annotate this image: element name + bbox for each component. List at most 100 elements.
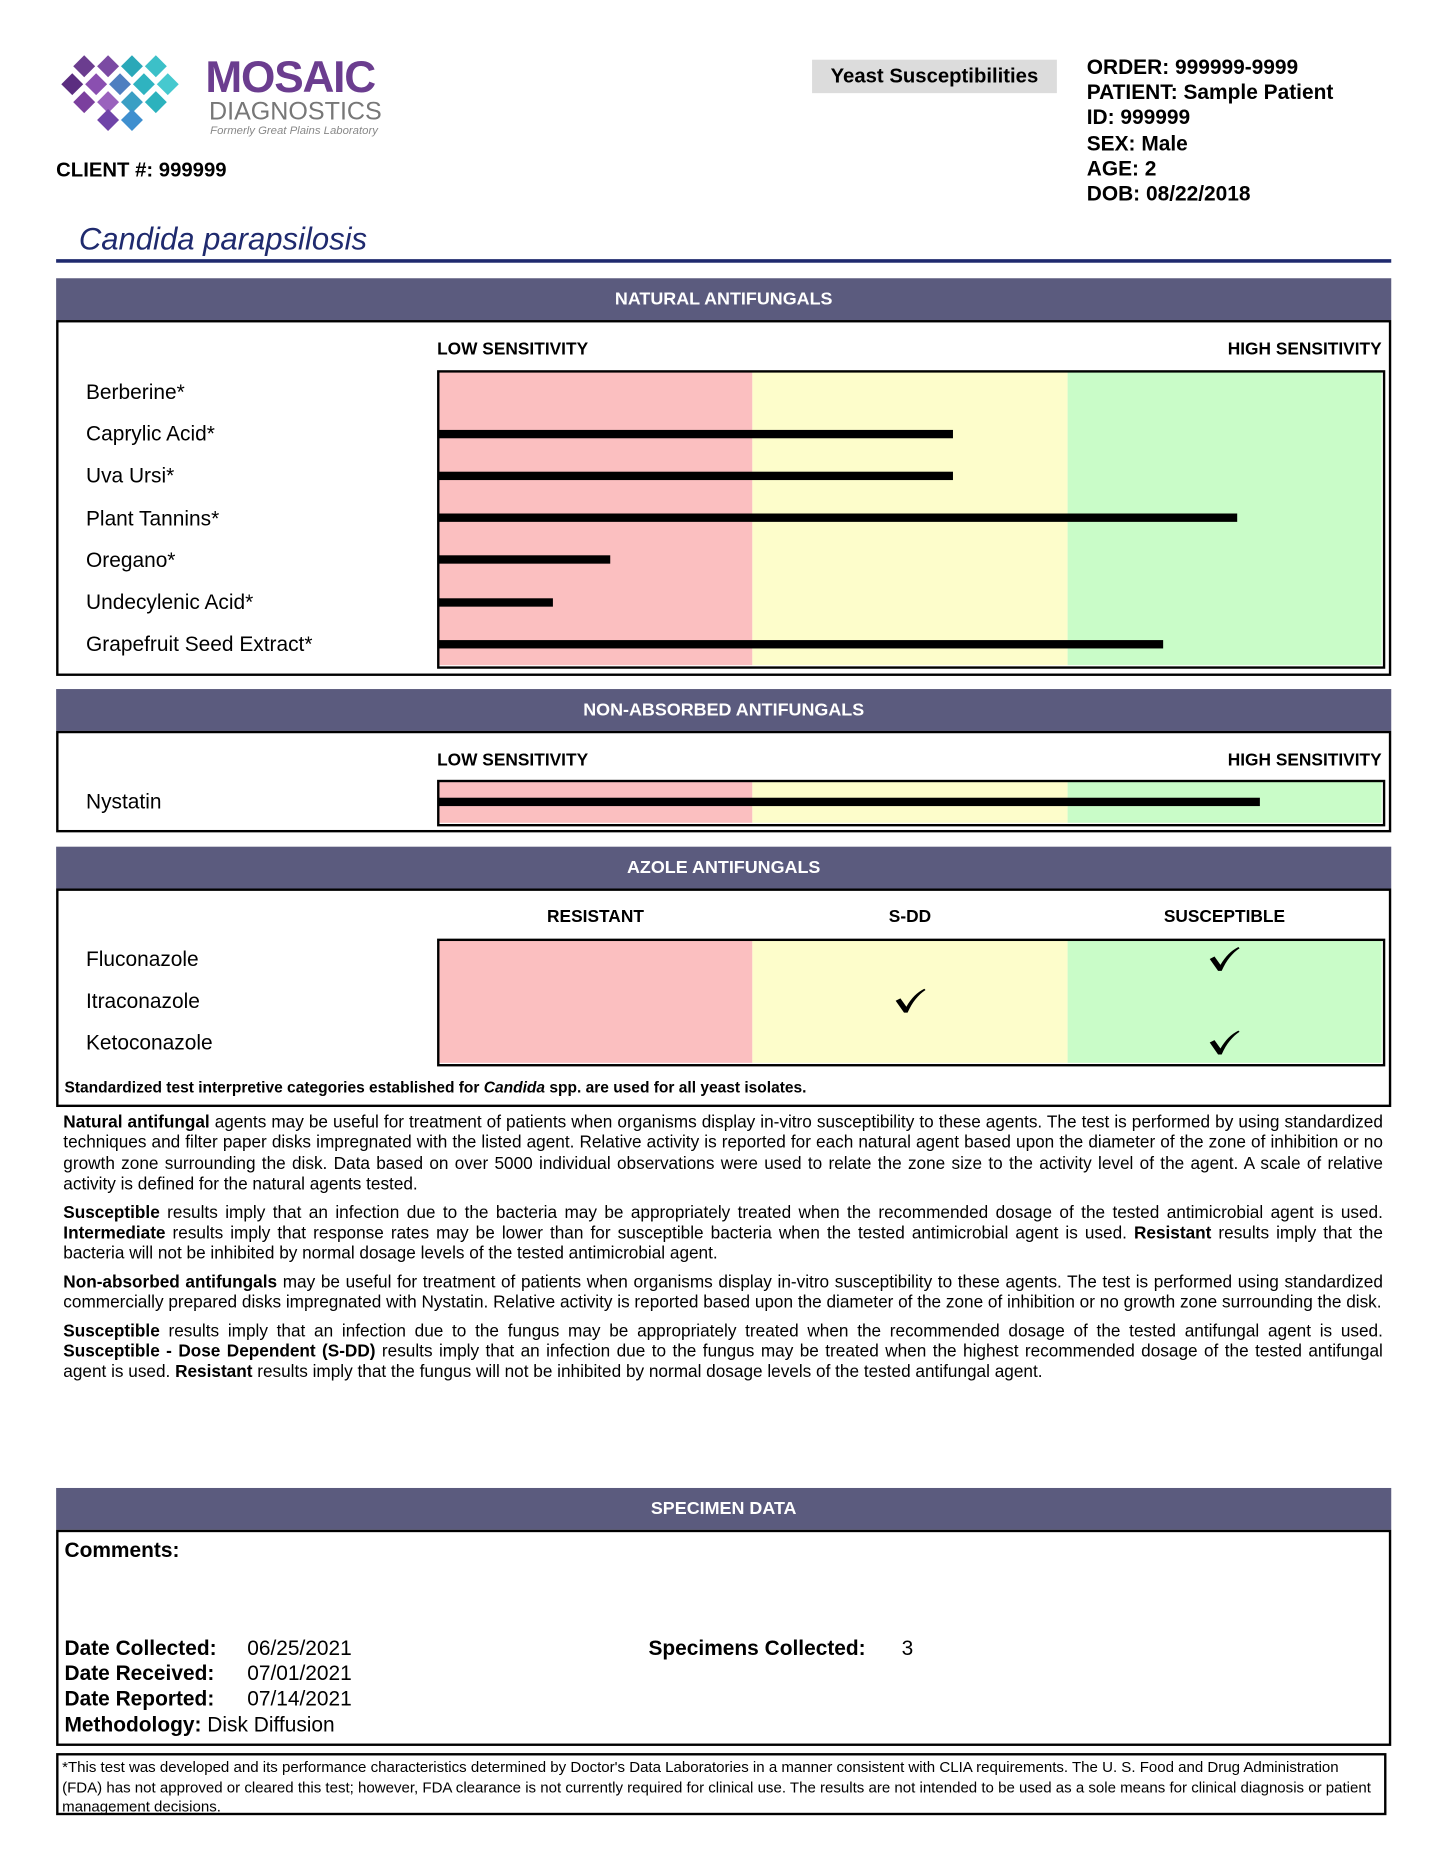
column-label: RESISTANT [547,907,644,927]
patient-value: Sample Patient [1183,80,1334,105]
logo-sub: DIAGNOSTICS [208,97,382,126]
organism: Candida parapsilosis [78,220,368,257]
field-value: 3 [901,1636,914,1660]
client-value: 999999 [158,158,227,182]
patient-row: SEX: Male [1087,131,1334,156]
field-label: Date Received: [64,1661,215,1686]
patient-value: 08/22/2018 [1145,181,1251,206]
agent-label: Undecylenic Acid* [85,589,254,614]
bar [438,555,610,565]
paragraph-text: results imply that the fungus will not b… [252,1363,1043,1383]
agent-label: Caprylic Acid* [85,421,215,446]
patient-row: AGE: 2 [1087,156,1334,181]
bar [438,429,954,438]
logo-mark [61,55,179,131]
paragraph: Natural antifungal agents may be useful … [63,1113,1383,1196]
patient-label: AGE: [1086,156,1139,181]
patient-value: Male [1141,130,1188,155]
patient-row: DOB: 08/22/2018 [1087,182,1334,207]
footnote: *This test was developed and its perform… [56,1753,1387,1816]
zone [438,939,753,1063]
field-label: Date Reported: [64,1686,215,1711]
column-label: S-DD [888,907,932,927]
bar [438,639,1163,649]
section-box [56,730,1392,833]
agent-label: Berberine* [85,379,185,404]
methodology: Methodology: Disk Diffusion [64,1711,334,1737]
bar [438,597,554,607]
notes: Natural antifungal agents may be useful … [63,1113,1383,1391]
paragraph-text: Intermediate [63,1224,166,1244]
field-value: 06/25/2021 [247,1636,352,1660]
azole-note: Standardized test interpretive categorie… [64,1077,806,1098]
patient-value: 999999-9999 [1174,54,1299,79]
section-header: NON-ABSORBED ANTIFUNGALS [56,689,1392,731]
report-tag: Yeast Susceptibilities [812,59,1057,94]
patient-value: 999999 [1120,105,1191,130]
note-text: spp. are used for all yeast isolates. [545,1078,807,1097]
logo-tagline: Formerly Great Plains Laboratory [210,124,378,138]
field-value: Disk Diffusion [207,1711,335,1736]
field-label: Date Collected: [64,1636,217,1660]
paragraph-text: results imply that an infection due to t… [63,1342,1383,1383]
patient-row: PATIENT: Sample Patient [1087,80,1334,105]
paragraph-text: results imply that an infection due to t… [159,1321,1383,1341]
bar [438,513,1238,522]
bar [438,471,954,480]
agent-label: Grapefruit Seed Extract* [85,631,313,656]
low-label: LOW SENSITIVITY [437,751,589,771]
agent-label: Nystatin [85,789,162,814]
section-box [56,1529,1392,1746]
plot-frame [437,370,1386,669]
paragraph-text: may be useful for treatment of patients … [63,1272,1383,1313]
bar [438,797,1260,806]
paragraph-text: Susceptible [63,1321,160,1341]
agent-label: Fluconazole [85,947,199,971]
comments-label: Comments: [64,1538,180,1563]
client-number: CLIENT #: 999999 [56,159,226,183]
patient-label: DOB: [1086,181,1141,206]
column-label: SUSCEPTIBLE [1163,907,1286,927]
section-box [56,888,1392,1108]
section-header: AZOLE ANTIFUNGALS [56,846,1392,889]
high-label: HIGH SENSITIVITY [1227,340,1382,360]
paragraph-text: Resistant [1134,1224,1212,1244]
patient-row: ORDER: 999999-9999 [1087,55,1334,80]
field-label: Specimens Collected: [648,1636,866,1660]
organism-rule [56,259,1392,263]
agent-label: Itraconazole [85,988,200,1013]
plot-frame [437,938,1386,1067]
note-text: Standardized test interpretive categorie… [64,1078,484,1097]
plot-frame [437,779,1386,827]
high-label: HIGH SENSITIVITY [1227,751,1382,771]
patient-row: ID: 999999 [1087,106,1334,131]
section-header: NATURAL ANTIFUNGALS [56,278,1392,321]
field-value: 07/01/2021 [247,1661,352,1686]
agent-label: Oregano* [85,547,176,572]
agent-label: Plant Tannins* [85,505,220,530]
paragraph-text: results imply that an infection due to t… [159,1203,1383,1223]
patient-value: 2 [1144,156,1157,181]
section-box [56,320,1392,676]
check-mark [1210,1030,1240,1055]
field-label: Methodology: [64,1711,202,1736]
low-label: LOW SENSITIVITY [437,340,589,360]
patient-block: ORDER: 999999-9999 PATIENT: Sample Patien… [1087,55,1334,207]
field-value: 07/14/2021 [247,1686,352,1711]
patient-label: ID: [1086,105,1115,130]
paragraph-text: Susceptible - Dose Dependent (S-DD) [63,1342,376,1362]
paragraph-text: results imply that response rates may be… [165,1224,1135,1244]
patient-label: PATIENT: [1086,80,1178,105]
paragraph: Non-absorbed antifungals may be useful f… [63,1273,1383,1315]
patient-label: SEX: [1086,130,1136,155]
section-header: SPECIMEN DATA [56,1487,1392,1530]
check-mark [1210,947,1240,971]
paragraph-text: results imply that the bacteria will not… [63,1224,1383,1264]
paragraph-text: Susceptible [63,1203,160,1223]
paragraph-text: agents may be useful for treatment of pa… [63,1112,1383,1195]
agent-label: Uva Ursi* [85,463,175,488]
paragraph: Susceptible results imply that an infect… [63,1203,1383,1265]
paragraph: Susceptible results imply that an infect… [63,1322,1383,1384]
